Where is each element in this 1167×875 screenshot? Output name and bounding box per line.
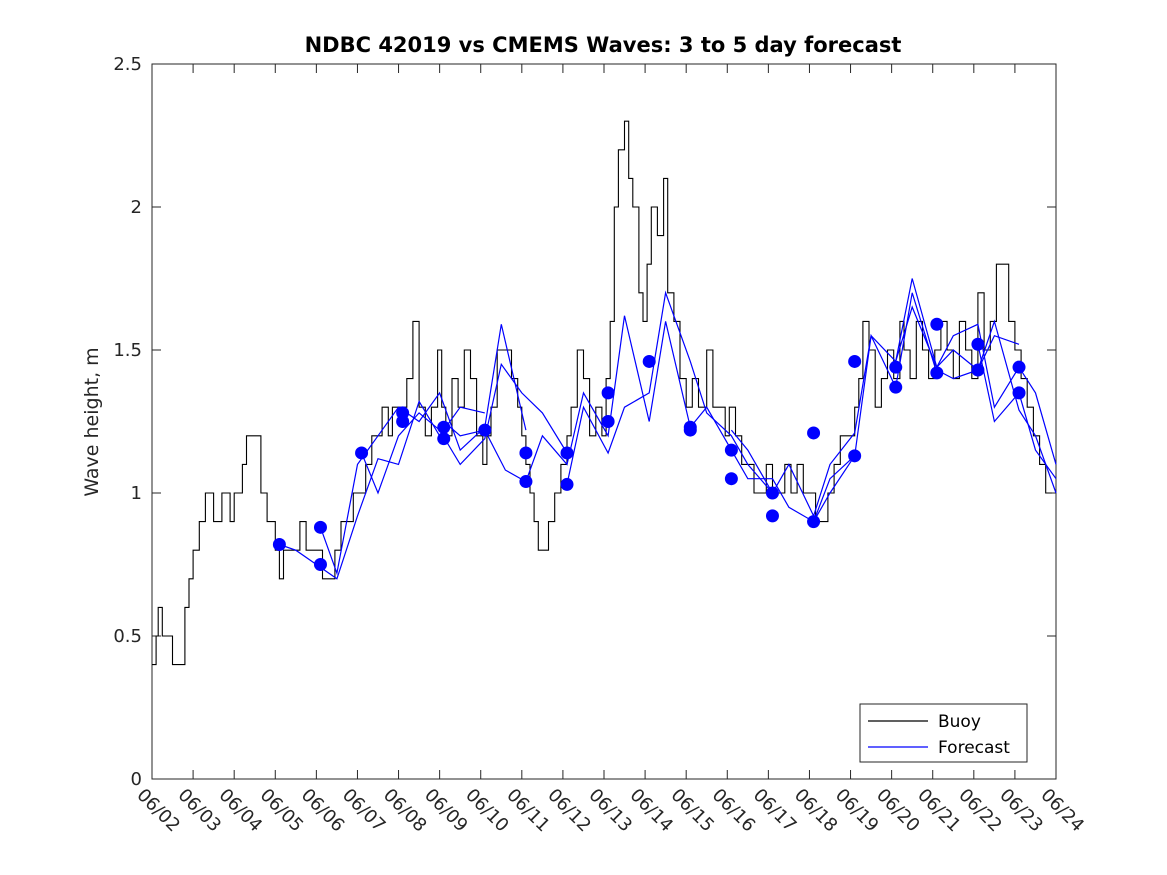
forecast-line	[648, 321, 856, 523]
forecast-marker	[848, 449, 862, 463]
forecast-marker	[1012, 360, 1026, 374]
forecast-marker	[437, 420, 451, 434]
forecast-marker	[272, 537, 286, 551]
forecast-marker	[930, 366, 944, 380]
forecast-marker	[930, 317, 944, 331]
forecast-marker	[601, 415, 615, 428]
forecast-marker	[642, 354, 656, 368]
forecast-marker	[355, 446, 369, 460]
forecast-marker	[765, 509, 779, 523]
forecast-marker	[396, 415, 410, 428]
forecast-marker	[724, 443, 738, 457]
y-tick-label: 1.5	[113, 340, 142, 361]
forecast-marker	[1012, 386, 1026, 400]
forecast-marker	[313, 558, 327, 571]
y-tick-label: 2.5	[113, 54, 142, 75]
y-tick-label: 1	[131, 483, 142, 504]
forecast-marker	[724, 472, 738, 486]
chart-title: NDBC 42019 vs CMEMS Waves: 3 to 5 day fo…	[305, 33, 902, 57]
legend-label-forecast: Forecast	[938, 738, 1010, 758]
forecast-marker	[765, 486, 779, 500]
forecast-marker	[971, 337, 985, 351]
y-tick-label: 0	[131, 769, 142, 790]
forecast-marker	[807, 426, 821, 440]
forecast-marker	[437, 432, 451, 446]
buoy-line	[152, 120, 1052, 666]
y-tick-label: 2	[131, 197, 142, 218]
forecast-marker	[313, 520, 327, 534]
forecast-marker	[478, 423, 492, 437]
y-tick-label: 0.5	[113, 626, 142, 647]
forecast-marker	[519, 475, 533, 489]
forecast-marker	[807, 515, 821, 529]
forecast-marker	[683, 423, 697, 437]
forecast-marker	[560, 477, 574, 491]
forecast-line	[895, 305, 1057, 465]
forecast-line	[730, 292, 938, 518]
legend-label-buoy: Buoy	[938, 712, 981, 732]
forecast-line	[566, 290, 773, 494]
forecast-marker	[848, 354, 862, 368]
forecast-marker	[601, 386, 615, 400]
forecast-line	[319, 324, 527, 576]
forecast-line	[813, 278, 1020, 522]
forecast-line	[361, 362, 568, 495]
forecast-line	[936, 319, 1057, 494]
forecast-marker	[971, 363, 985, 377]
forecast-marker	[519, 446, 533, 460]
forecast-marker	[889, 380, 903, 394]
forecast-marker	[889, 360, 903, 374]
forecast-marker	[560, 446, 574, 460]
legend-box	[859, 703, 1028, 763]
y-axis-label: Wave height, m	[81, 347, 103, 496]
